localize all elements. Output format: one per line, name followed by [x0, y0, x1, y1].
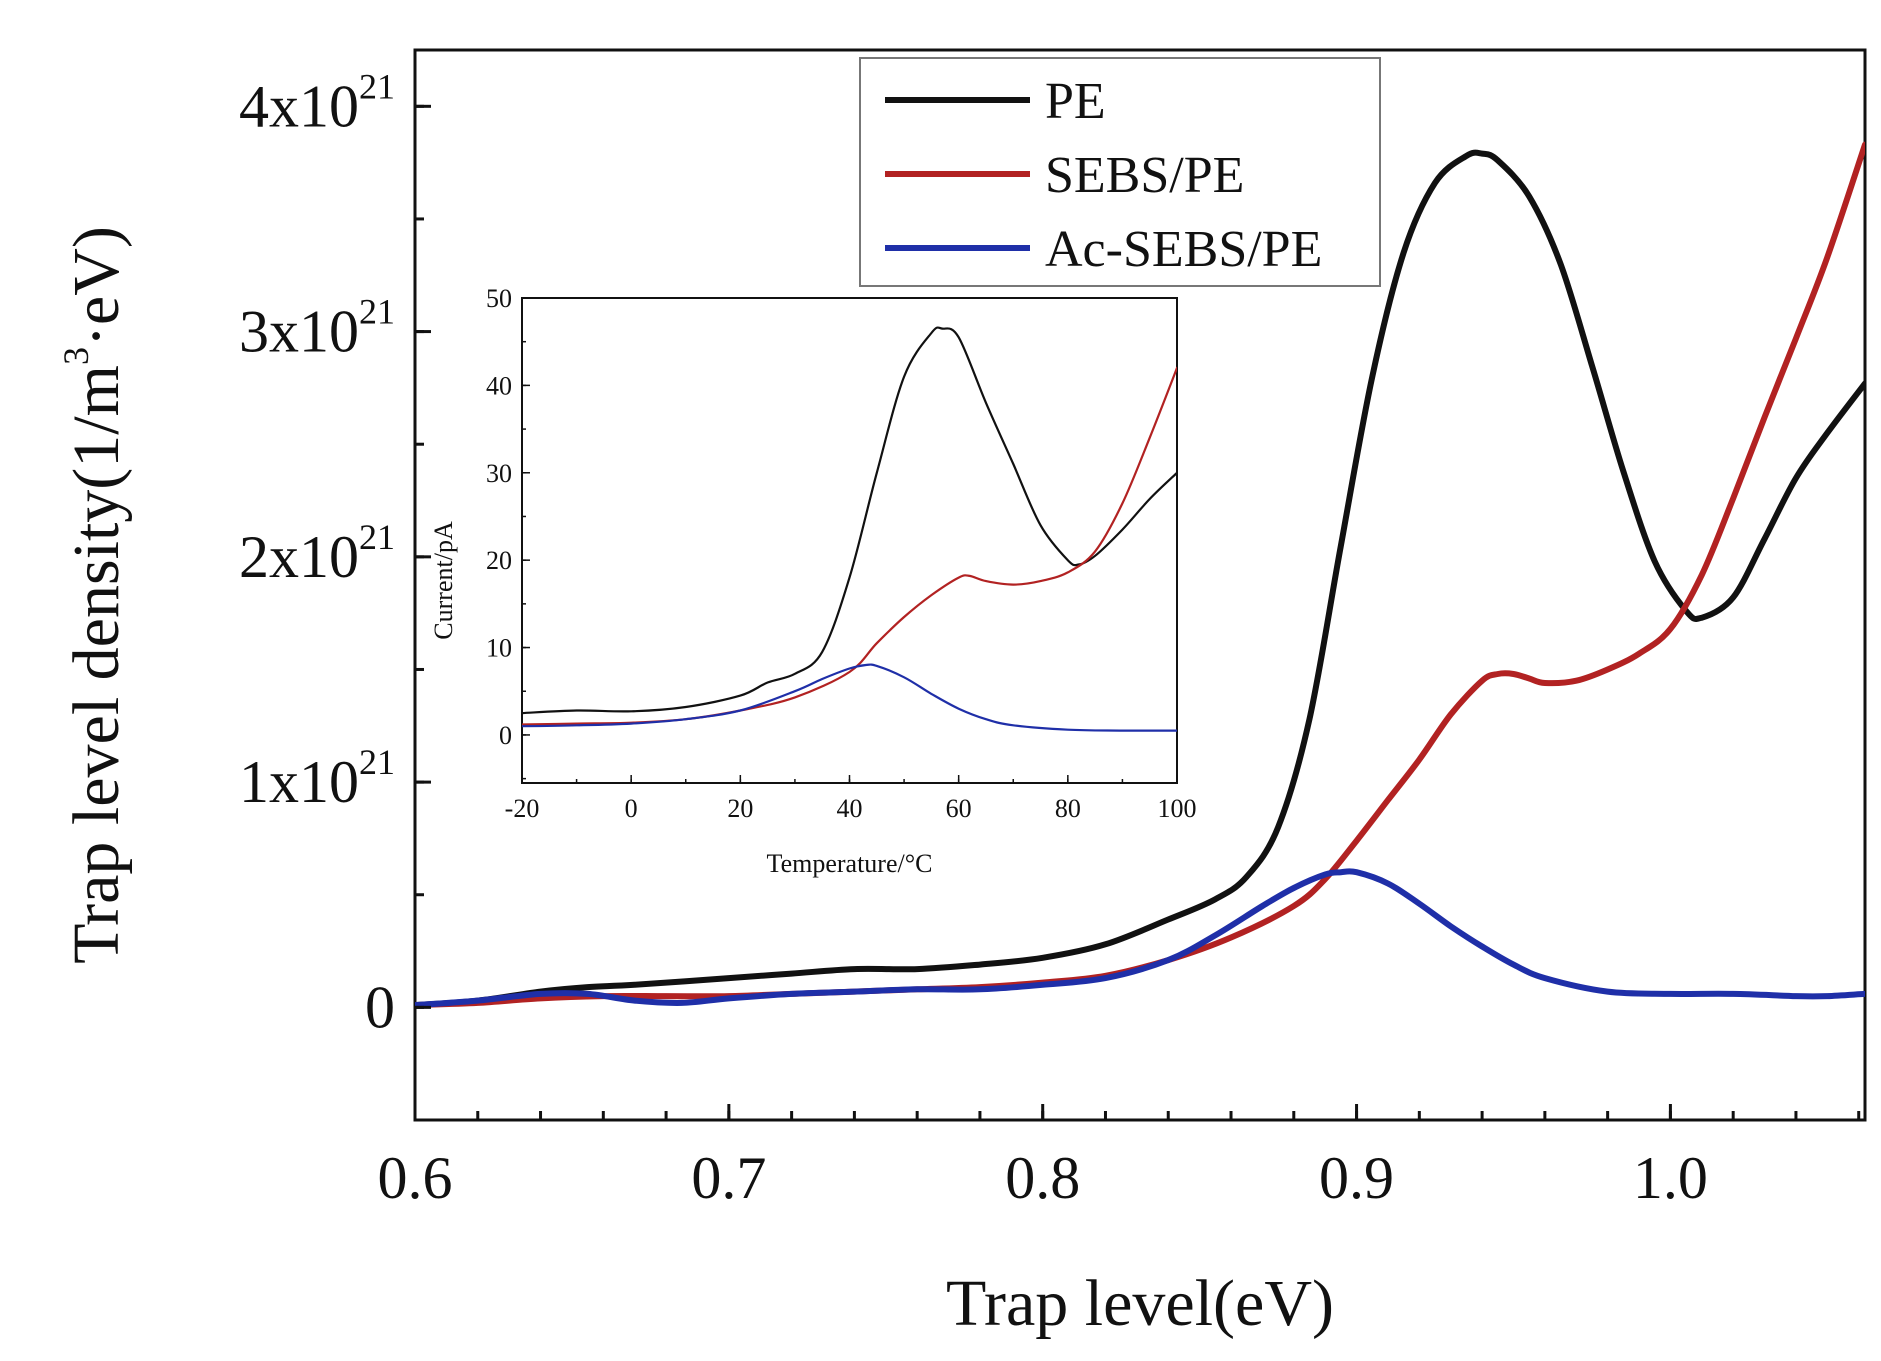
inset-series-group — [522, 326, 1177, 732]
inset-x-tick-label: 20 — [727, 794, 753, 823]
main-series-group — [415, 141, 1865, 1009]
main-y-axis-label-sup: 3 — [56, 347, 96, 365]
legend: PE SEBS/PE Ac-SEBS/PE — [859, 57, 1381, 287]
main-x-axis-label: Trap level(eV) — [946, 1267, 1334, 1340]
inset-y-tick-label: 0 — [499, 721, 512, 750]
main-y-tick-label: 3x1021 — [239, 292, 395, 365]
main-chart: 0.6 0.7 0.8 0.9 1.0 0 1x1021 2x1021 3x1021 4x1021… — [56, 48, 1867, 1340]
inset-y-tick-label: 30 — [486, 459, 512, 488]
inset-x-tick-label: -20 — [505, 794, 540, 823]
main-y-tick-label: 0 — [365, 974, 395, 1040]
main-x-tick-label: 1.0 — [1633, 1145, 1708, 1211]
main-x-tick-label: 0.8 — [1005, 1145, 1080, 1211]
inset-y-axis-label: Current/pA — [429, 521, 458, 640]
legend-label-sebs-pe: SEBS/PE — [1045, 147, 1244, 204]
inset-y-tick-label: 20 — [486, 546, 512, 575]
inset-x-tick-label: 60 — [946, 794, 972, 823]
inset-y-tick-label: 10 — [486, 634, 512, 663]
legend-label-ac-sebs-pe: Ac-SEBS/PE — [1045, 221, 1322, 278]
main-x-tick-label: 0.9 — [1319, 1145, 1394, 1211]
main-y-tick-label: 2x1021 — [239, 517, 395, 590]
inset-axis-ticks: -20 0 20 40 60 80 100 0 10 20 30 40 50 — [486, 284, 1197, 823]
inset-y-tick-label: 40 — [486, 371, 512, 400]
main-y-axis-label-post: ·eV) — [60, 226, 133, 347]
inset-x-axis-label: Temperature/°C — [767, 849, 933, 878]
main-x-tick-label: 0.7 — [691, 1145, 766, 1211]
main-y-axis-label: Trap level density(1/m3·eV) — [56, 226, 133, 964]
inset-series-ac-sebs-pe — [522, 663, 1177, 732]
inset-x-tick-label: 100 — [1158, 794, 1197, 823]
main-plot-frame — [413, 48, 1867, 1122]
main-y-tick-label: 4x1021 — [239, 66, 395, 139]
inset-x-tick-label: 40 — [837, 794, 863, 823]
main-x-tick-label: 0.6 — [378, 1145, 453, 1211]
main-axis-ticks: 0.6 0.7 0.8 0.9 1.0 0 1x1021 2x1021 3x1021 4x1021 — [239, 66, 1861, 1211]
inset-x-tick-label: 80 — [1055, 794, 1081, 823]
inset-plot-frame — [521, 297, 1178, 784]
inset-x-tick-label: 0 — [625, 794, 638, 823]
main-series-ac-sebs-pe — [415, 868, 1865, 1009]
inset-y-tick-label: 50 — [486, 284, 512, 313]
main-y-tick-label: 1x1021 — [239, 742, 395, 815]
inset-chart: -20 0 20 40 60 80 100 0 10 20 30 40 50 Temperature/°… — [429, 284, 1197, 878]
main-y-axis-label-pre: Trap level density(1/m — [60, 365, 133, 964]
legend-label-pe: PE — [1045, 73, 1106, 130]
